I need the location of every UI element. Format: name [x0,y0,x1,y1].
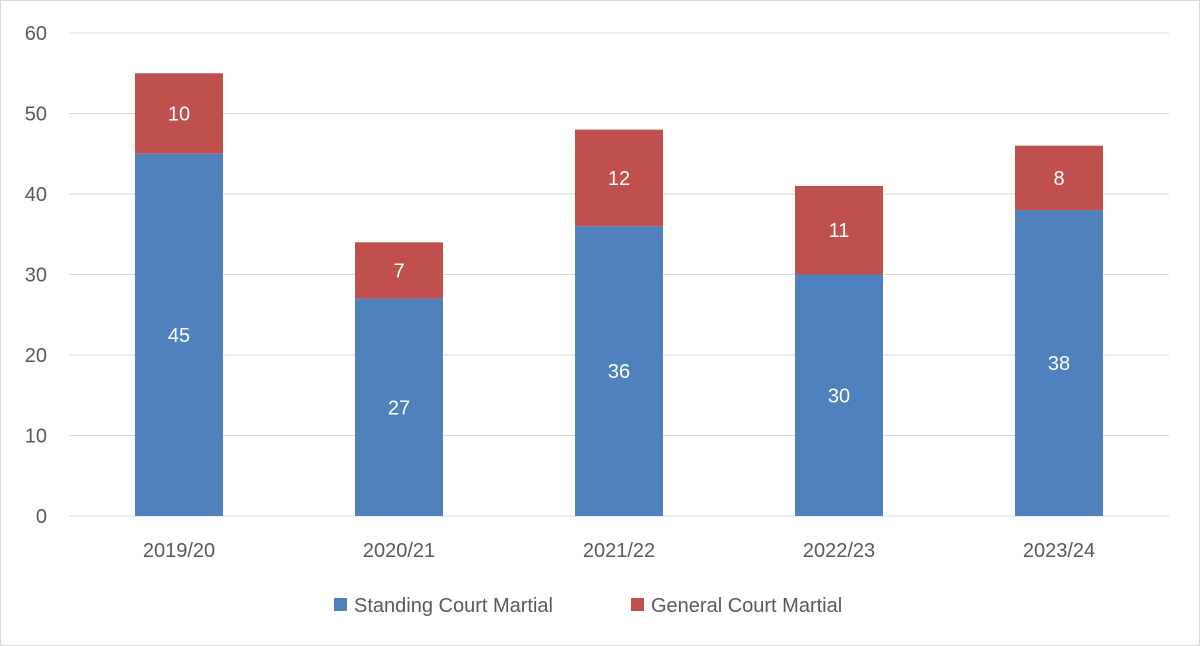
y-tick-label: 30 [25,265,47,287]
y-tick-label: 40 [25,184,47,206]
legend-label-0: Standing Court Martial [354,595,553,617]
y-axis-tick-labels: 0 10 20 30 40 50 60 [25,23,47,528]
x-axis-tick-labels: 2019/20 2020/21 2021/22 2022/23 2023/24 [143,540,1095,562]
bar-general-4 [1015,145,1103,211]
x-tick-label: 2019/20 [143,540,215,562]
y-tick-label: 60 [25,23,47,45]
data-label: 36 [608,361,630,383]
data-label: 12 [608,168,630,190]
data-labels: 45 10 27 7 36 12 30 11 38 8 [168,104,1070,420]
data-label: 30 [828,385,850,407]
data-label: 11 [829,220,850,242]
bar-general-1 [355,242,443,299]
bar-standing-3 [795,274,883,516]
y-tick-label: 20 [25,345,47,367]
x-tick-label: 2023/24 [1023,540,1095,562]
y-tick-label: 0 [36,506,47,528]
bar-standing-2 [575,226,663,516]
y-tick-label: 50 [25,104,47,126]
bar-general-0 [135,73,223,154]
data-label: 38 [1048,353,1070,375]
data-label: 7 [393,260,404,282]
data-label: 10 [168,104,190,126]
legend: Standing Court Martial General Court Mart… [334,595,842,617]
x-tick-label: 2022/23 [803,540,875,562]
data-label: 45 [168,325,190,347]
x-tick-label: 2020/21 [363,540,435,562]
bar-standing-1 [355,298,443,516]
x-tick-label: 2021/22 [583,540,655,562]
bar-general-2 [575,129,663,227]
y-tick-label: 10 [25,426,47,448]
bar-standing-0 [135,153,223,516]
bar-standing-4 [1015,210,1103,516]
data-label: 8 [1053,168,1064,190]
legend-swatch-0 [334,598,347,611]
legend-label-1: General Court Martial [651,595,842,617]
data-label: 27 [388,397,410,419]
bar-general-3 [795,185,883,275]
bars [135,73,1103,516]
legend-swatch-1 [631,598,644,611]
